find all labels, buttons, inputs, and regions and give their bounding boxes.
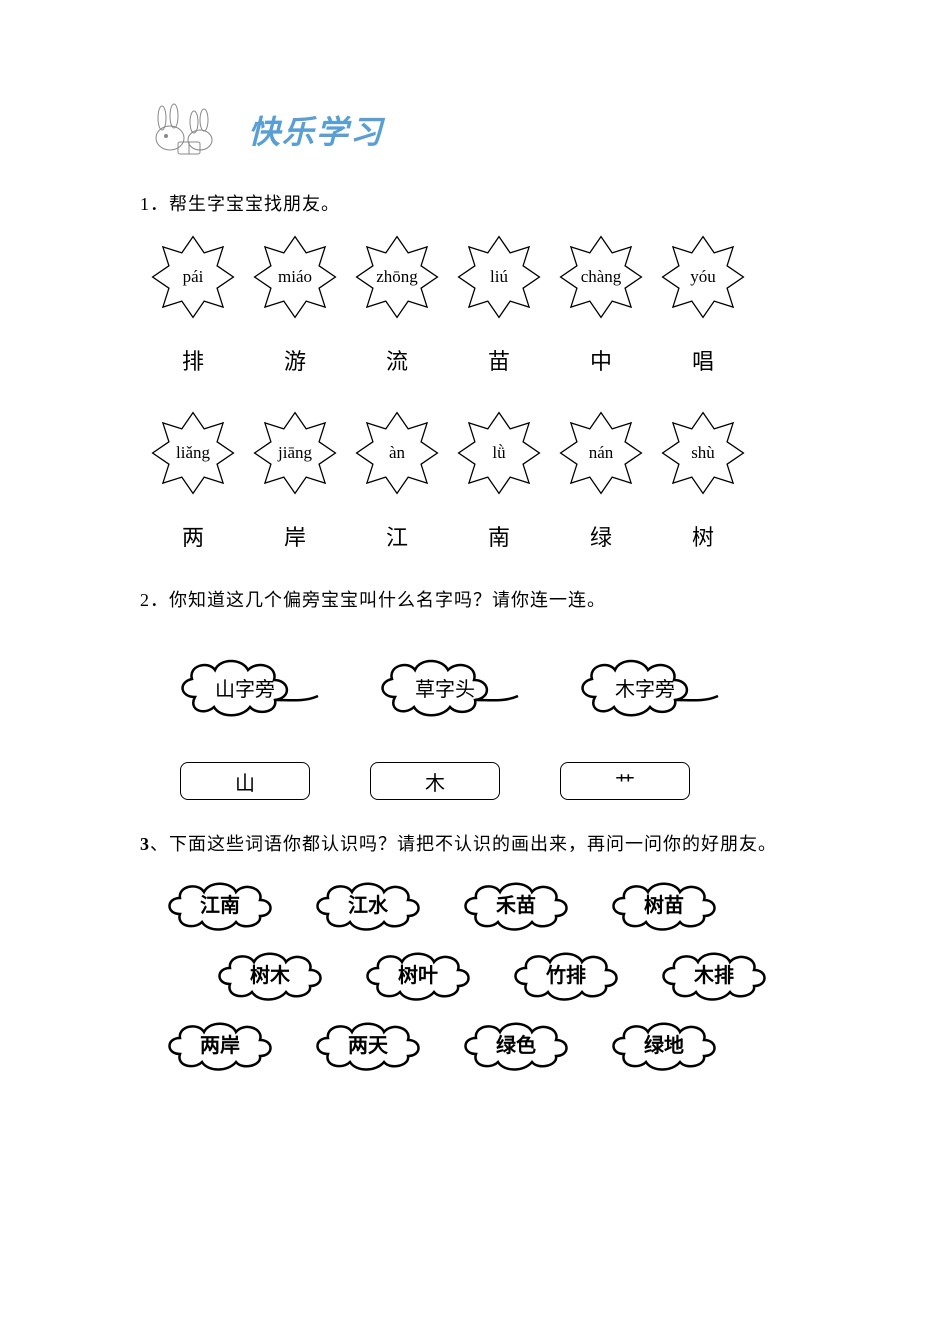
q1-row2-star: àn [354,410,440,496]
q1-row2-star: nán [558,410,644,496]
q3-word-cloud: 绿地 [604,1014,724,1072]
q2-cloud-label: 山字旁 [215,673,275,702]
q3-word-cloud: 树苗 [604,874,724,932]
q3-row-2: 树木 树叶 竹排 木排 [210,944,805,1002]
q1-prompt: 1．帮生字宝宝找朋友。 [140,190,805,216]
q2-radical-box: 木 [370,762,500,800]
q1-row2-char: 岸 [252,520,338,552]
q1-row2-pinyin: lǜ [492,443,505,463]
q3-word-cloud: 两岸 [160,1014,280,1072]
q3-word-label: 树苗 [644,889,684,918]
header-title: 快乐学习 [248,107,384,153]
q3-word-cloud: 树叶 [358,944,478,1002]
q1-row2-star: shù [660,410,746,496]
q1-row1-pinyin: liú [490,267,508,287]
q1-row1-star: pái [150,234,236,320]
q1-row2-char: 树 [660,520,746,552]
q3-word-cloud: 禾苗 [456,874,576,932]
q2-radical-box: 山 [180,762,310,800]
q3-word-label: 江水 [348,889,388,918]
q3-word-clouds: 江南 江水 禾苗 树苗 树木 树叶 竹排 木排 两岸 两天 绿色 绿地 [160,874,805,1072]
q1-row1-pinyin: yóu [690,267,716,287]
q3-word-label: 两岸 [200,1029,240,1058]
q1-row1-pinyin: zhōng [376,267,418,287]
q3-word-label: 木排 [694,959,734,988]
q1-row1-char: 流 [354,344,440,376]
q2-cloud-label: 木字旁 [615,673,675,702]
q1-row2-star: jiāng [252,410,338,496]
q3-word-label: 绿地 [644,1029,684,1058]
q1-row2-char: 江 [354,520,440,552]
q1-row1-char: 排 [150,344,236,376]
q1-char-row-2: 两岸江南绿树 [150,520,805,552]
q1-row1-pinyin: chàng [581,267,622,287]
q1-row1-star: yóu [660,234,746,320]
q3-prompt-number: 3 [140,834,150,854]
q3-word-label: 树叶 [398,959,438,988]
q2-box-row: 山木艹 [180,762,805,800]
q1-row1-char: 唱 [660,344,746,376]
q3-word-label: 绿色 [496,1029,536,1058]
worksheet-page: 快乐学习 1．帮生字宝宝找朋友。 pái miáo zhōng liú chàng yóu… [0,0,945,1337]
q1-row1-pinyin: pái [183,267,204,287]
header: 快乐学习 [140,100,805,160]
q3-word-label: 两天 [348,1029,388,1058]
question-3: 3、下面这些词语你都认识吗？请把不认识的画出来，再问一问你的好朋友。 江南 江水… [140,830,805,1072]
q3-word-label: 树木 [250,959,290,988]
q3-word-cloud: 木排 [654,944,774,1002]
q3-word-cloud: 两天 [308,1014,428,1072]
question-2: 2．你知道这几个偏旁宝宝叫什么名字吗？请你连一连。 山字旁 草字头 木字旁 山 木… [140,586,805,800]
q3-word-label: 江南 [200,889,240,918]
q2-radical-box: 艹 [560,762,690,800]
q2-cloud: 草字头 [370,652,520,722]
q2-prompt: 2．你知道这几个偏旁宝宝叫什么名字吗？请你连一连。 [140,586,805,612]
bunny-reading-icon [140,100,240,160]
q1-row2-pinyin: àn [389,443,405,463]
q3-word-label: 禾苗 [496,889,536,918]
q1-row1-star: chàng [558,234,644,320]
q3-row-3: 两岸 两天 绿色 绿地 [160,1014,805,1072]
q1-pinyin-row-2: liǎng jiāng àn lǜ nán shù [150,410,805,496]
q3-word-cloud: 竹排 [506,944,626,1002]
q1-row2-char: 绿 [558,520,644,552]
q1-row1-star: zhōng [354,234,440,320]
q1-row2-pinyin: liǎng [176,443,210,463]
q1-row2-pinyin: shù [691,443,715,463]
q2-cloud-label: 草字头 [415,673,475,702]
q1-pinyin-row-1: pái miáo zhōng liú chàng yóu [150,234,805,320]
q1-row1-star: miáo [252,234,338,320]
q1-char-row-1: 排游流苗中唱 [150,344,805,376]
q1-row1-pinyin: miáo [278,267,312,287]
q1-row2-char: 两 [150,520,236,552]
q3-word-cloud: 树木 [210,944,330,1002]
q2-cloud: 山字旁 [170,652,320,722]
q1-row2-star: lǜ [456,410,542,496]
q3-prompt-text: 、下面这些词语你都认识吗？请把不认识的画出来，再问一问你的好朋友。 [150,834,777,854]
q1-row2-pinyin: jiāng [278,443,312,463]
q3-prompt: 3、下面这些词语你都认识吗？请把不认识的画出来，再问一问你的好朋友。 [140,830,805,856]
q3-word-cloud: 江水 [308,874,428,932]
q1-row1-char: 苗 [456,344,542,376]
q1-row2-char: 南 [456,520,542,552]
q1-row1-star: liú [456,234,542,320]
q1-row1-char: 中 [558,344,644,376]
q3-word-cloud: 绿色 [456,1014,576,1072]
q1-row2-star: liǎng [150,410,236,496]
q1-row2-pinyin: nán [589,443,614,463]
q3-row-1: 江南 江水 禾苗 树苗 [160,874,805,932]
q3-word-cloud: 江南 [160,874,280,932]
question-1: 1．帮生字宝宝找朋友。 pái miáo zhōng liú chàng yóu 排游流苗… [140,190,805,552]
q2-cloud-row: 山字旁 草字头 木字旁 [170,652,805,722]
q1-row1-char: 游 [252,344,338,376]
q2-cloud: 木字旁 [570,652,720,722]
q3-word-label: 竹排 [546,959,586,988]
